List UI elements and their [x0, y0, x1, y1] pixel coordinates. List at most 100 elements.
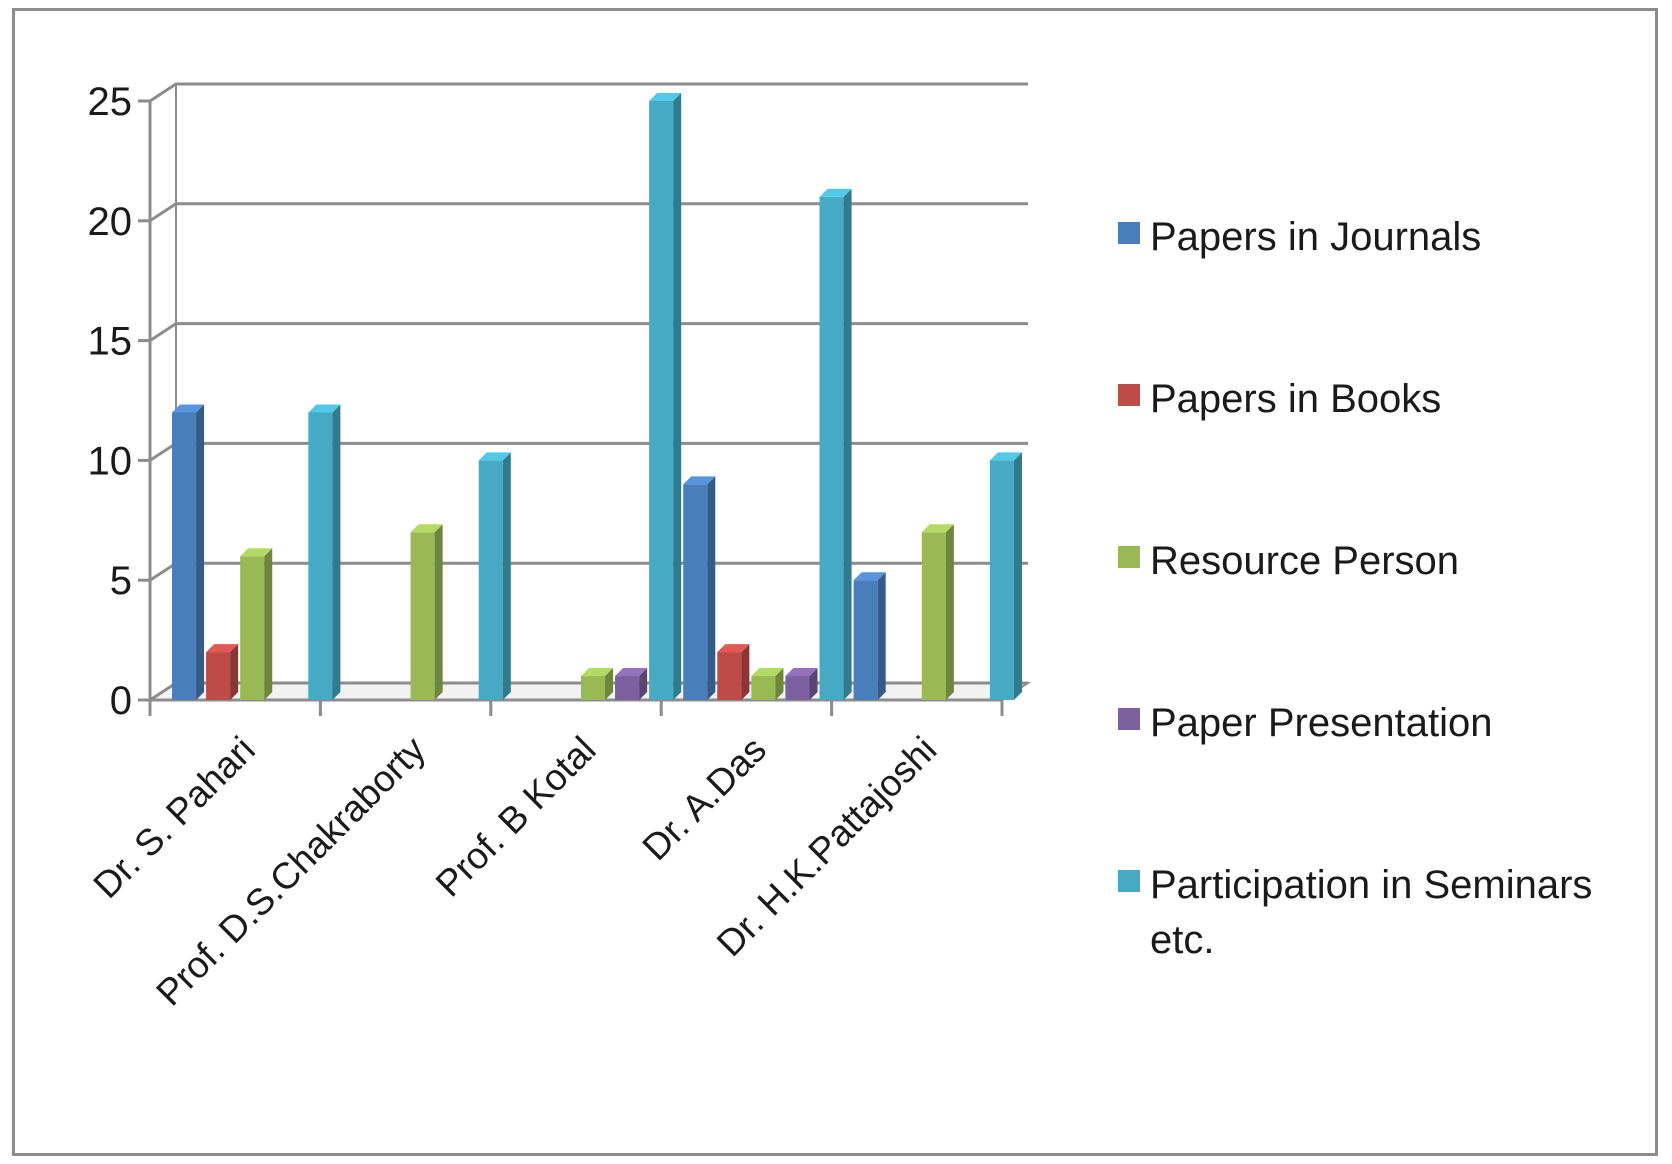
gridline: [149, 82, 1028, 103]
bar-front: [717, 652, 742, 700]
bar-side: [775, 668, 784, 700]
legend-label: Papers in Journals: [1150, 215, 1482, 259]
bar: [785, 668, 818, 700]
legend-swatch: [1118, 870, 1140, 892]
bar-front: [580, 676, 606, 700]
bar: [717, 644, 750, 700]
bar-top: [785, 668, 818, 677]
gridline: [149, 322, 1028, 342]
bar-side: [230, 644, 239, 700]
legend-swatch: [1118, 384, 1140, 406]
bar-top: [172, 404, 205, 413]
bar-top: [683, 476, 716, 485]
bar: [819, 188, 852, 700]
bar-front: [649, 101, 674, 700]
bar-side: [673, 93, 682, 700]
bar-side: [264, 548, 273, 700]
y-tick-label: 5: [110, 559, 132, 603]
y-tick-label: 0: [110, 679, 132, 723]
y-tick-label: 20: [88, 200, 133, 244]
bar-top: [853, 572, 886, 581]
bar-side: [639, 668, 648, 700]
bar-front: [853, 580, 878, 700]
bar-top: [649, 93, 682, 101]
legend: Papers in Journals Papers in Books Resourc…: [1118, 0, 1658, 1160]
legend-item: Participation in Seminars etc.: [1118, 858, 1610, 968]
bar-top: [478, 452, 511, 461]
legend-item: Resource Person: [1118, 534, 1610, 589]
bar-front: [172, 412, 197, 700]
bar: [172, 404, 205, 700]
bar-front: [683, 484, 708, 700]
gridlines: [146, 82, 1032, 702]
bar-side: [945, 524, 954, 700]
legend-label: Resource Person: [1150, 539, 1460, 583]
bar-front: [478, 460, 503, 700]
bar-side: [1014, 452, 1022, 700]
bar-top: [308, 404, 341, 413]
bar-side: [809, 668, 818, 700]
bar-front: [751, 676, 776, 700]
gridline: [149, 441, 1028, 462]
bar: [240, 548, 273, 700]
bar-top: [921, 524, 954, 533]
bar-front: [921, 532, 946, 700]
bar-front: [989, 460, 1014, 700]
x-category-label: Dr. S. Pahari: [86, 729, 263, 906]
bar-side: [605, 668, 614, 700]
bar: [989, 452, 1022, 700]
y-tick-label: 15: [88, 320, 133, 364]
bar-side: [877, 572, 886, 700]
bar: [615, 668, 648, 700]
bar: [478, 452, 511, 700]
legend-label: Participation in Seminars etc.: [1150, 863, 1593, 963]
y-tick-label: 10: [88, 439, 133, 483]
bar-side: [196, 404, 205, 700]
bar: [921, 524, 954, 700]
bar-top: [615, 668, 648, 677]
bar: [649, 93, 682, 700]
legend-swatch: [1118, 222, 1140, 244]
legend-item: Papers in Books: [1118, 372, 1610, 427]
bar: [683, 476, 716, 700]
bar-front: [785, 676, 810, 700]
bar: [580, 668, 614, 700]
bar-top: [751, 668, 784, 677]
bar-front: [308, 412, 333, 700]
x-category-label: Prof. B Kotal: [428, 729, 604, 905]
bar-side: [502, 452, 511, 700]
bar: [308, 404, 341, 700]
bar-side: [332, 404, 341, 700]
bar-top: [410, 524, 443, 533]
bar: [751, 668, 784, 700]
bar-front: [819, 196, 844, 700]
legend-item: Paper Presentation: [1118, 696, 1610, 751]
legend-swatch: [1118, 708, 1140, 730]
bar-top: [819, 188, 852, 197]
bar-front: [615, 676, 640, 700]
bar-side: [707, 476, 716, 700]
legend-label: Paper Presentation: [1150, 701, 1493, 745]
bar-top: [989, 452, 1022, 461]
y-tick-label: 25: [88, 80, 133, 124]
x-category-label: Dr. A.Das: [635, 729, 774, 868]
legend-swatch: [1118, 546, 1140, 568]
legend-item: Papers in Journals: [1118, 210, 1610, 265]
bar-top: [580, 668, 614, 677]
bar: [853, 572, 886, 700]
bar-top: [717, 644, 750, 653]
bar: [206, 644, 239, 700]
bar-side: [434, 524, 443, 700]
bar-top: [240, 548, 273, 557]
bars: [172, 93, 1022, 700]
bar-front: [410, 532, 435, 700]
gridline: [149, 561, 1028, 582]
bar-front: [240, 556, 265, 700]
bar-front: [206, 652, 231, 700]
bar-top: [206, 644, 239, 653]
bar-side: [843, 188, 852, 700]
bar-side: [741, 644, 750, 700]
bar: [410, 524, 443, 700]
